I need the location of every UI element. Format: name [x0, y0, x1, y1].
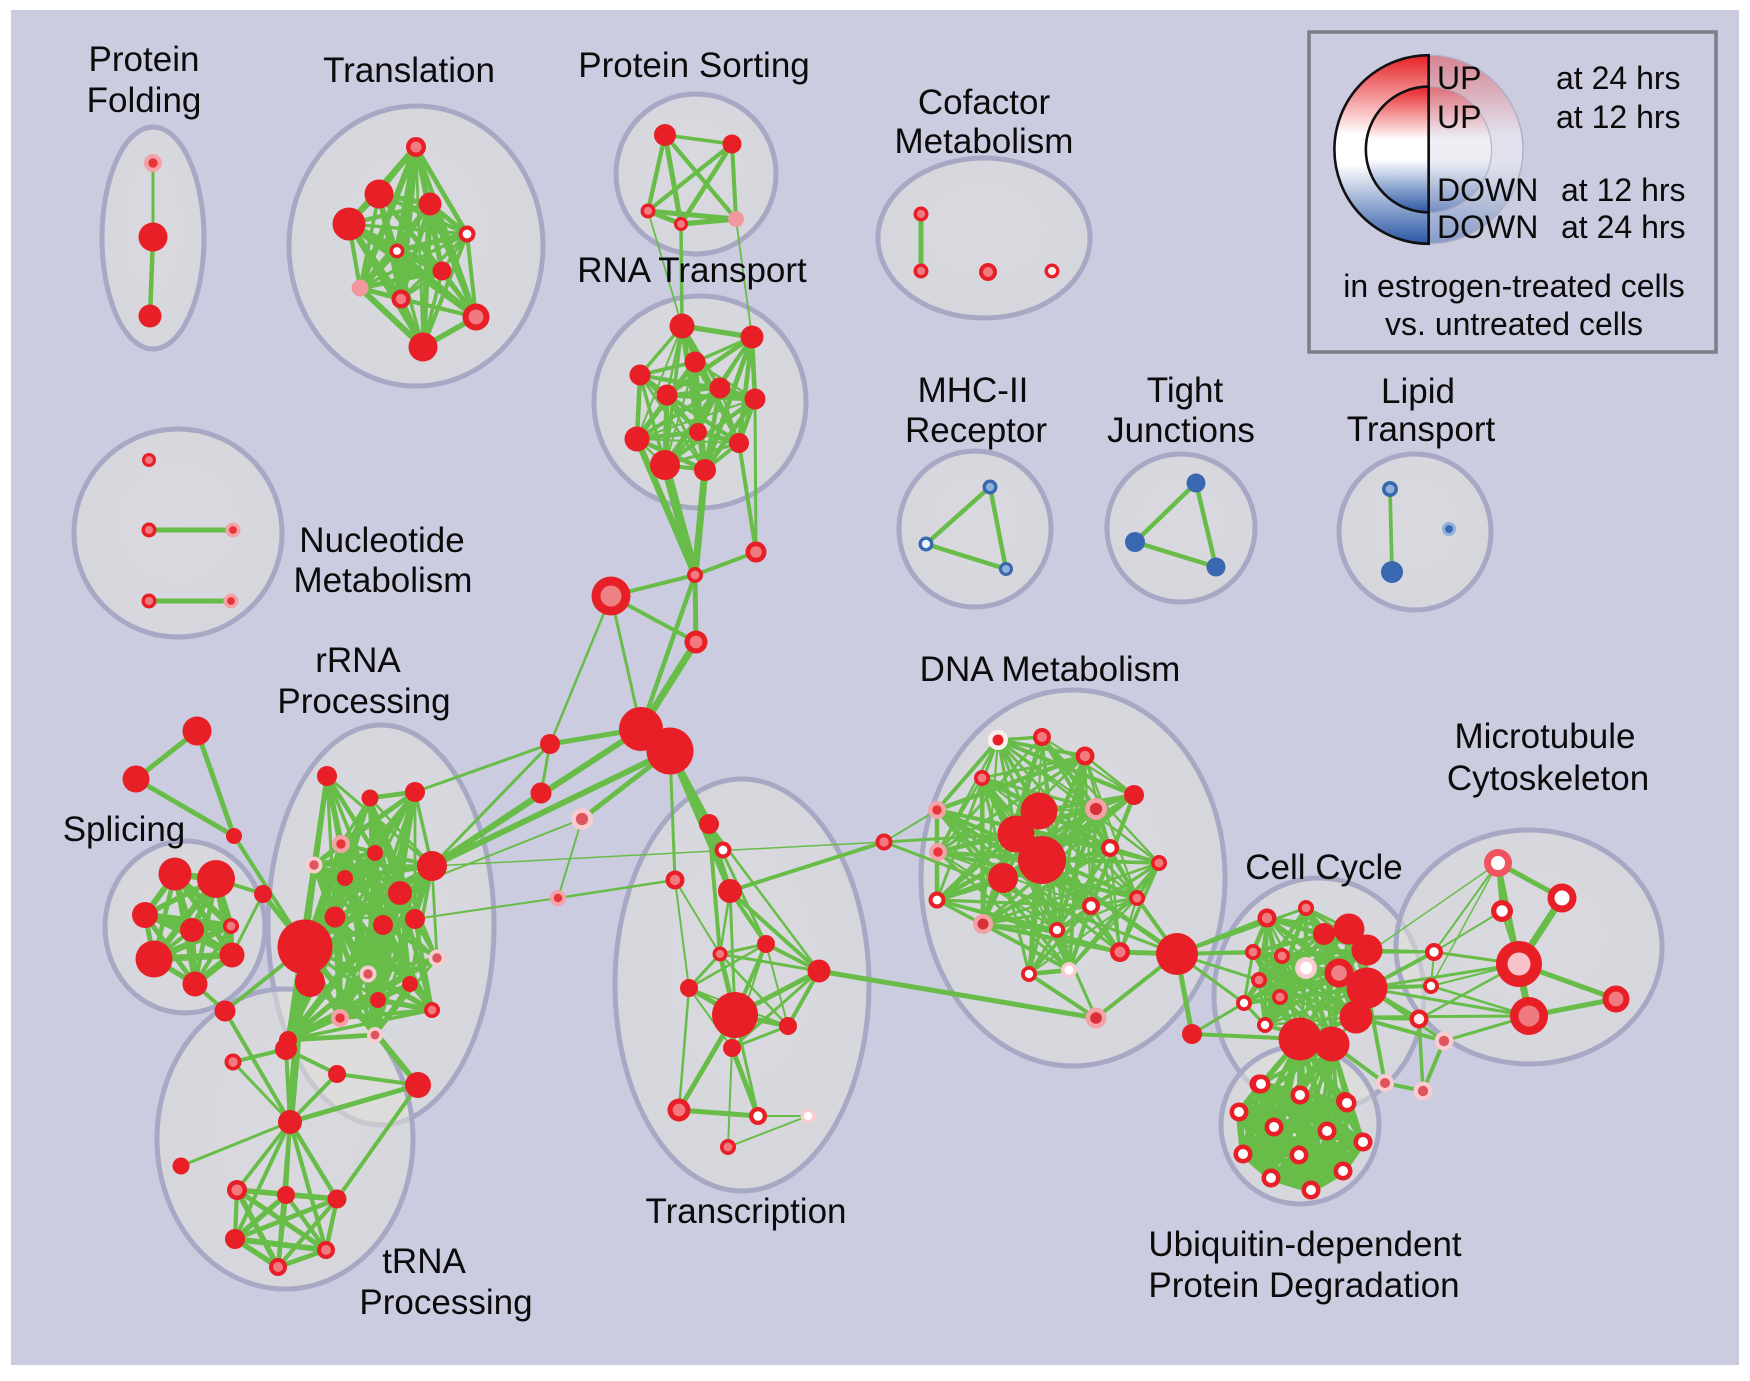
svg-text:Protein: Protein — [89, 40, 200, 79]
svg-text:RNA Transport: RNA Transport — [577, 251, 807, 290]
svg-text:DNA Metabolism: DNA Metabolism — [920, 650, 1181, 689]
svg-text:at 12 hrs: at 12 hrs — [1556, 99, 1681, 135]
svg-text:Cytoskeleton: Cytoskeleton — [1447, 759, 1649, 798]
svg-text:UP: UP — [1437, 99, 1481, 135]
svg-text:rRNA: rRNA — [315, 641, 401, 680]
svg-text:Metabolism: Metabolism — [895, 122, 1074, 161]
svg-text:Metabolism: Metabolism — [294, 561, 473, 600]
svg-text:Cofactor: Cofactor — [918, 83, 1051, 122]
svg-text:Microtubule: Microtubule — [1455, 717, 1636, 756]
svg-text:Translation: Translation — [323, 51, 495, 90]
svg-text:Protein Sorting: Protein Sorting — [578, 46, 810, 85]
svg-text:Splicing: Splicing — [63, 810, 186, 849]
svg-text:DOWN: DOWN — [1437, 172, 1538, 208]
svg-text:Transcription: Transcription — [646, 1192, 847, 1231]
svg-text:Transport: Transport — [1347, 410, 1496, 449]
svg-text:Processing: Processing — [359, 1283, 532, 1322]
svg-text:tRNA: tRNA — [382, 1242, 466, 1281]
svg-text:UP: UP — [1437, 60, 1481, 96]
svg-text:Nucleotide: Nucleotide — [299, 521, 464, 560]
svg-text:Processing: Processing — [277, 682, 450, 721]
svg-text:Receptor: Receptor — [905, 411, 1047, 450]
svg-text:Protein Degradation: Protein Degradation — [1148, 1266, 1459, 1305]
svg-text:Lipid: Lipid — [1381, 372, 1455, 411]
svg-text:in estrogen-treated cells: in estrogen-treated cells — [1343, 268, 1685, 304]
svg-text:DOWN: DOWN — [1437, 209, 1538, 245]
svg-text:at 24 hrs: at 24 hrs — [1561, 209, 1686, 245]
svg-text:Tight: Tight — [1147, 371, 1224, 410]
svg-text:MHC-II: MHC-II — [918, 371, 1029, 410]
svg-text:vs. untreated cells: vs. untreated cells — [1385, 306, 1643, 342]
svg-text:Ubiquitin-dependent: Ubiquitin-dependent — [1148, 1225, 1462, 1264]
svg-text:Junctions: Junctions — [1107, 411, 1255, 450]
svg-text:at 12 hrs: at 12 hrs — [1561, 172, 1686, 208]
svg-text:at 24 hrs: at 24 hrs — [1556, 60, 1681, 96]
svg-text:Cell Cycle: Cell Cycle — [1245, 848, 1403, 887]
svg-text:Folding: Folding — [87, 81, 202, 120]
